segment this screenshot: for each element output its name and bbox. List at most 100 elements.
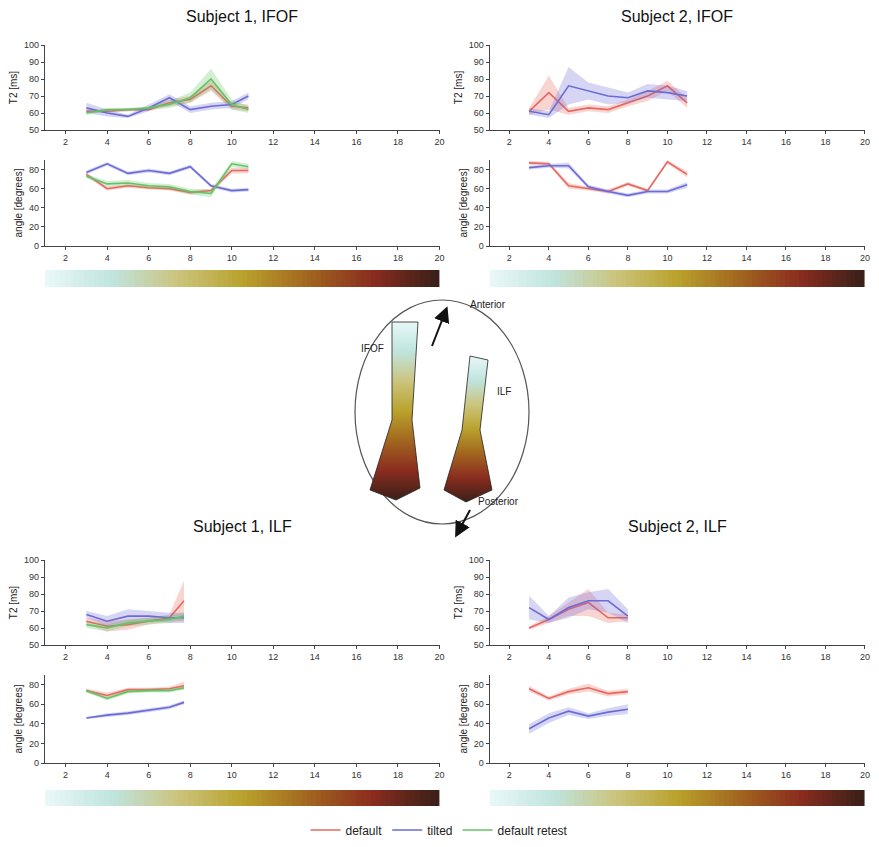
svg-text:Subject 1, ILF: Subject 1, ILF	[193, 518, 292, 535]
svg-text:80: 80	[474, 589, 484, 599]
svg-text:10: 10	[662, 652, 672, 662]
svg-text:16: 16	[351, 137, 361, 147]
svg-text:16: 16	[351, 253, 361, 263]
svg-text:angle [degrees]: angle [degrees]	[13, 684, 24, 753]
svg-text:8: 8	[625, 137, 630, 147]
svg-text:2: 2	[63, 770, 68, 780]
svg-text:6: 6	[146, 770, 151, 780]
svg-text:50: 50	[474, 125, 484, 135]
svg-text:4: 4	[546, 137, 551, 147]
svg-text:20: 20	[474, 222, 484, 232]
svg-text:50: 50	[474, 640, 484, 650]
svg-text:16: 16	[781, 137, 791, 147]
svg-text:100: 100	[469, 40, 484, 50]
svg-text:4: 4	[105, 770, 110, 780]
svg-text:60: 60	[474, 699, 484, 709]
svg-text:18: 18	[820, 652, 830, 662]
svg-text:20: 20	[434, 652, 444, 662]
svg-text:4: 4	[546, 253, 551, 263]
svg-text:16: 16	[781, 770, 791, 780]
svg-text:14: 14	[741, 137, 751, 147]
svg-text:60: 60	[474, 184, 484, 194]
svg-text:Subject 2, IFOF: Subject 2, IFOF	[621, 8, 733, 25]
svg-text:50: 50	[29, 640, 39, 650]
svg-text:20: 20	[860, 253, 870, 263]
svg-text:ILF: ILF	[497, 386, 511, 397]
svg-text:T2 [ms]: T2 [ms]	[453, 71, 464, 105]
svg-text:18: 18	[393, 770, 403, 780]
svg-text:default retest: default retest	[498, 824, 568, 838]
svg-text:12: 12	[268, 652, 278, 662]
svg-text:100: 100	[24, 555, 39, 565]
svg-text:4: 4	[546, 770, 551, 780]
svg-text:40: 40	[474, 203, 484, 213]
svg-text:10: 10	[227, 137, 237, 147]
svg-text:14: 14	[741, 652, 751, 662]
svg-text:90: 90	[474, 57, 484, 67]
svg-text:angle [degrees]: angle [degrees]	[458, 684, 469, 753]
svg-text:2: 2	[63, 253, 68, 263]
svg-text:40: 40	[29, 203, 39, 213]
svg-text:20: 20	[860, 137, 870, 147]
svg-text:0: 0	[479, 241, 484, 251]
svg-text:14: 14	[310, 137, 320, 147]
svg-text:16: 16	[351, 770, 361, 780]
svg-text:14: 14	[310, 652, 320, 662]
svg-text:70: 70	[29, 91, 39, 101]
svg-text:6: 6	[586, 253, 591, 263]
svg-text:100: 100	[469, 555, 484, 565]
svg-text:12: 12	[268, 137, 278, 147]
svg-text:12: 12	[702, 253, 712, 263]
svg-text:8: 8	[188, 652, 193, 662]
svg-text:90: 90	[29, 57, 39, 67]
svg-text:18: 18	[820, 253, 830, 263]
svg-text:10: 10	[227, 770, 237, 780]
svg-text:80: 80	[29, 165, 39, 175]
svg-text:60: 60	[29, 108, 39, 118]
svg-text:16: 16	[781, 253, 791, 263]
svg-text:18: 18	[393, 253, 403, 263]
svg-text:60: 60	[474, 623, 484, 633]
svg-text:80: 80	[474, 74, 484, 84]
svg-text:8: 8	[625, 253, 630, 263]
svg-text:default: default	[346, 824, 383, 838]
svg-text:6: 6	[146, 652, 151, 662]
svg-text:80: 80	[474, 165, 484, 175]
svg-text:90: 90	[29, 572, 39, 582]
svg-text:16: 16	[351, 652, 361, 662]
svg-text:Subject 2, ILF: Subject 2, ILF	[628, 518, 727, 535]
svg-text:14: 14	[741, 253, 751, 263]
svg-text:100: 100	[24, 40, 39, 50]
svg-text:8: 8	[625, 652, 630, 662]
svg-text:20: 20	[434, 137, 444, 147]
svg-text:0: 0	[34, 241, 39, 251]
svg-text:18: 18	[820, 137, 830, 147]
svg-text:12: 12	[702, 137, 712, 147]
svg-text:10: 10	[662, 770, 672, 780]
svg-text:4: 4	[105, 253, 110, 263]
svg-text:12: 12	[268, 253, 278, 263]
svg-text:tilted: tilted	[427, 824, 452, 838]
svg-text:80: 80	[29, 74, 39, 84]
svg-text:20: 20	[434, 770, 444, 780]
svg-text:70: 70	[474, 91, 484, 101]
svg-text:20: 20	[474, 739, 484, 749]
svg-text:10: 10	[662, 137, 672, 147]
svg-text:Posterior: Posterior	[478, 496, 519, 507]
svg-text:T2 [ms]: T2 [ms]	[8, 586, 19, 620]
svg-text:6: 6	[586, 770, 591, 780]
svg-text:2: 2	[63, 652, 68, 662]
svg-text:14: 14	[741, 770, 751, 780]
svg-text:8: 8	[188, 137, 193, 147]
svg-text:10: 10	[662, 253, 672, 263]
svg-text:60: 60	[29, 623, 39, 633]
svg-text:8: 8	[188, 253, 193, 263]
svg-text:18: 18	[820, 770, 830, 780]
svg-text:4: 4	[105, 652, 110, 662]
svg-text:14: 14	[310, 253, 320, 263]
svg-text:6: 6	[146, 253, 151, 263]
svg-text:0: 0	[479, 758, 484, 768]
svg-text:16: 16	[781, 652, 791, 662]
svg-text:60: 60	[29, 184, 39, 194]
svg-text:12: 12	[702, 652, 712, 662]
